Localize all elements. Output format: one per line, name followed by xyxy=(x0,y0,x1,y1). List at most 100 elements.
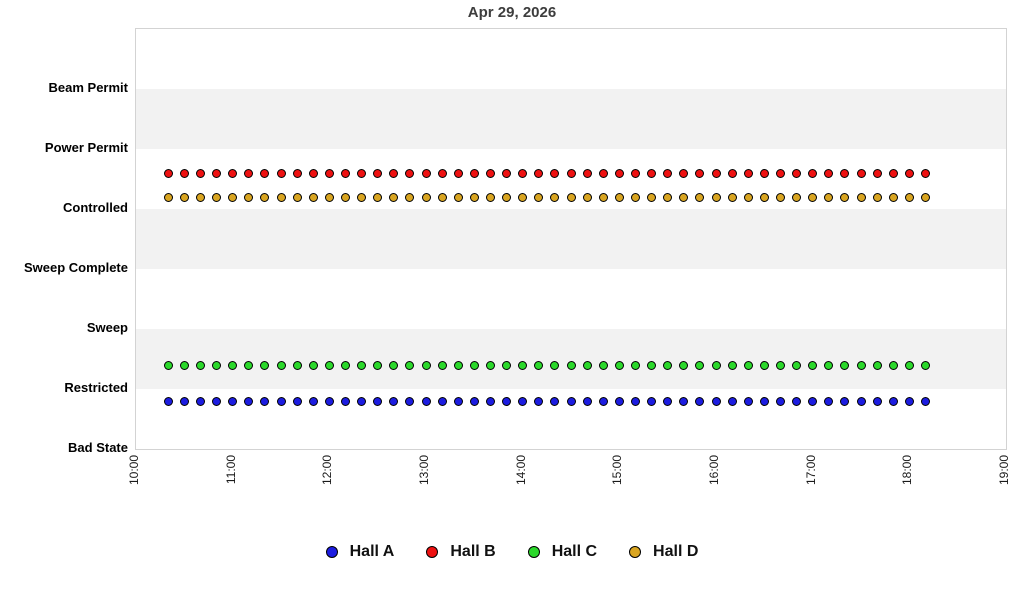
data-point-hall-c xyxy=(824,360,834,370)
data-point-hall-b xyxy=(647,168,657,178)
data-point-hall-a xyxy=(824,396,834,406)
data-point-hall-b xyxy=(276,168,286,178)
data-point-hall-a xyxy=(324,396,334,406)
data-point-hall-b xyxy=(485,168,495,178)
data-point-hall-d xyxy=(405,192,415,202)
data-point-hall-b xyxy=(244,168,254,178)
data-point-hall-c xyxy=(727,360,737,370)
data-point-hall-a xyxy=(872,396,882,406)
data-point-hall-b xyxy=(534,168,544,178)
data-point-hall-d xyxy=(195,192,205,202)
data-point-hall-b xyxy=(872,168,882,178)
data-point-hall-c xyxy=(679,360,689,370)
data-point-hall-c xyxy=(904,360,914,370)
x-axis-label: 19:00 xyxy=(997,455,1011,486)
data-point-hall-b xyxy=(228,168,238,178)
data-point-hall-b xyxy=(179,168,189,178)
legend-swatch-icon xyxy=(325,546,338,558)
data-point-hall-b xyxy=(808,168,818,178)
data-point-hall-b xyxy=(308,168,318,178)
data-point-hall-b xyxy=(759,168,769,178)
data-point-hall-a xyxy=(340,396,350,406)
data-point-hall-c xyxy=(872,360,882,370)
data-point-hall-b xyxy=(163,168,173,178)
legend-item-hall-d: Hall D xyxy=(629,543,698,561)
data-point-hall-b xyxy=(792,168,802,178)
data-point-hall-d xyxy=(534,192,544,202)
data-point-hall-b xyxy=(856,168,866,178)
data-point-hall-c xyxy=(340,360,350,370)
data-point-hall-a xyxy=(453,396,463,406)
data-point-hall-c xyxy=(244,360,254,370)
data-point-hall-b xyxy=(743,168,753,178)
legend-swatch-icon xyxy=(527,546,540,558)
data-point-hall-c xyxy=(260,360,270,370)
data-point-hall-d xyxy=(630,192,640,202)
data-point-hall-d xyxy=(775,192,785,202)
data-point-hall-a xyxy=(759,396,769,406)
data-point-hall-c xyxy=(437,360,447,370)
data-point-hall-a xyxy=(856,396,866,406)
data-point-hall-b xyxy=(566,168,576,178)
data-point-hall-d xyxy=(759,192,769,202)
data-point-hall-b xyxy=(904,168,914,178)
data-point-hall-c xyxy=(228,360,238,370)
data-point-hall-a xyxy=(727,396,737,406)
data-point-hall-c xyxy=(308,360,318,370)
data-point-hall-d xyxy=(276,192,286,202)
data-point-hall-d xyxy=(485,192,495,202)
data-point-hall-a xyxy=(373,396,383,406)
data-point-hall-b xyxy=(518,168,528,178)
data-point-hall-b xyxy=(260,168,270,178)
data-point-hall-d xyxy=(453,192,463,202)
chart-legend: Hall A Hall B Hall C Hall D xyxy=(0,543,1024,561)
data-point-hall-c xyxy=(840,360,850,370)
data-point-hall-b xyxy=(469,168,479,178)
data-point-hall-a xyxy=(163,396,173,406)
x-axis-label: 11:00 xyxy=(223,455,238,485)
data-point-hall-a xyxy=(792,396,802,406)
data-point-hall-b xyxy=(389,168,399,178)
data-point-hall-a xyxy=(904,396,914,406)
data-point-hall-d xyxy=(711,192,721,202)
data-point-hall-b xyxy=(502,168,512,178)
data-point-hall-a xyxy=(647,396,657,406)
x-axis-label: 16:00 xyxy=(707,455,721,486)
data-point-hall-d xyxy=(647,192,657,202)
data-point-hall-b xyxy=(840,168,850,178)
data-point-hall-c xyxy=(743,360,753,370)
data-point-hall-a xyxy=(260,396,270,406)
data-point-hall-a xyxy=(598,396,608,406)
data-point-hall-c xyxy=(502,360,512,370)
data-point-hall-d xyxy=(260,192,270,202)
data-point-hall-c xyxy=(759,360,769,370)
data-point-hall-d xyxy=(856,192,866,202)
data-point-hall-d xyxy=(598,192,608,202)
x-axis-label: 12:00 xyxy=(320,455,335,486)
data-point-hall-c xyxy=(212,360,222,370)
data-point-hall-d xyxy=(582,192,592,202)
data-point-hall-b xyxy=(888,168,898,178)
data-point-hall-a xyxy=(775,396,785,406)
data-point-hall-c xyxy=(292,360,302,370)
data-point-hall-c xyxy=(389,360,399,370)
data-point-hall-a xyxy=(212,396,222,406)
data-point-hall-d xyxy=(163,192,173,202)
data-point-hall-a xyxy=(550,396,560,406)
data-point-hall-a xyxy=(228,396,238,406)
data-point-hall-a xyxy=(695,396,705,406)
data-point-hall-c xyxy=(485,360,495,370)
data-point-hall-c xyxy=(711,360,721,370)
data-point-hall-b xyxy=(373,168,383,178)
data-point-hall-d xyxy=(469,192,479,202)
data-point-hall-c xyxy=(550,360,560,370)
data-point-hall-b xyxy=(598,168,608,178)
data-point-hall-d xyxy=(308,192,318,202)
data-point-hall-d xyxy=(179,192,189,202)
data-point-hall-b xyxy=(324,168,334,178)
data-point-hall-b xyxy=(630,168,640,178)
data-point-hall-b xyxy=(212,168,222,178)
legend-item-hall-b: Hall B xyxy=(426,543,496,561)
data-point-hall-a xyxy=(518,396,528,406)
data-point-hall-b xyxy=(340,168,350,178)
